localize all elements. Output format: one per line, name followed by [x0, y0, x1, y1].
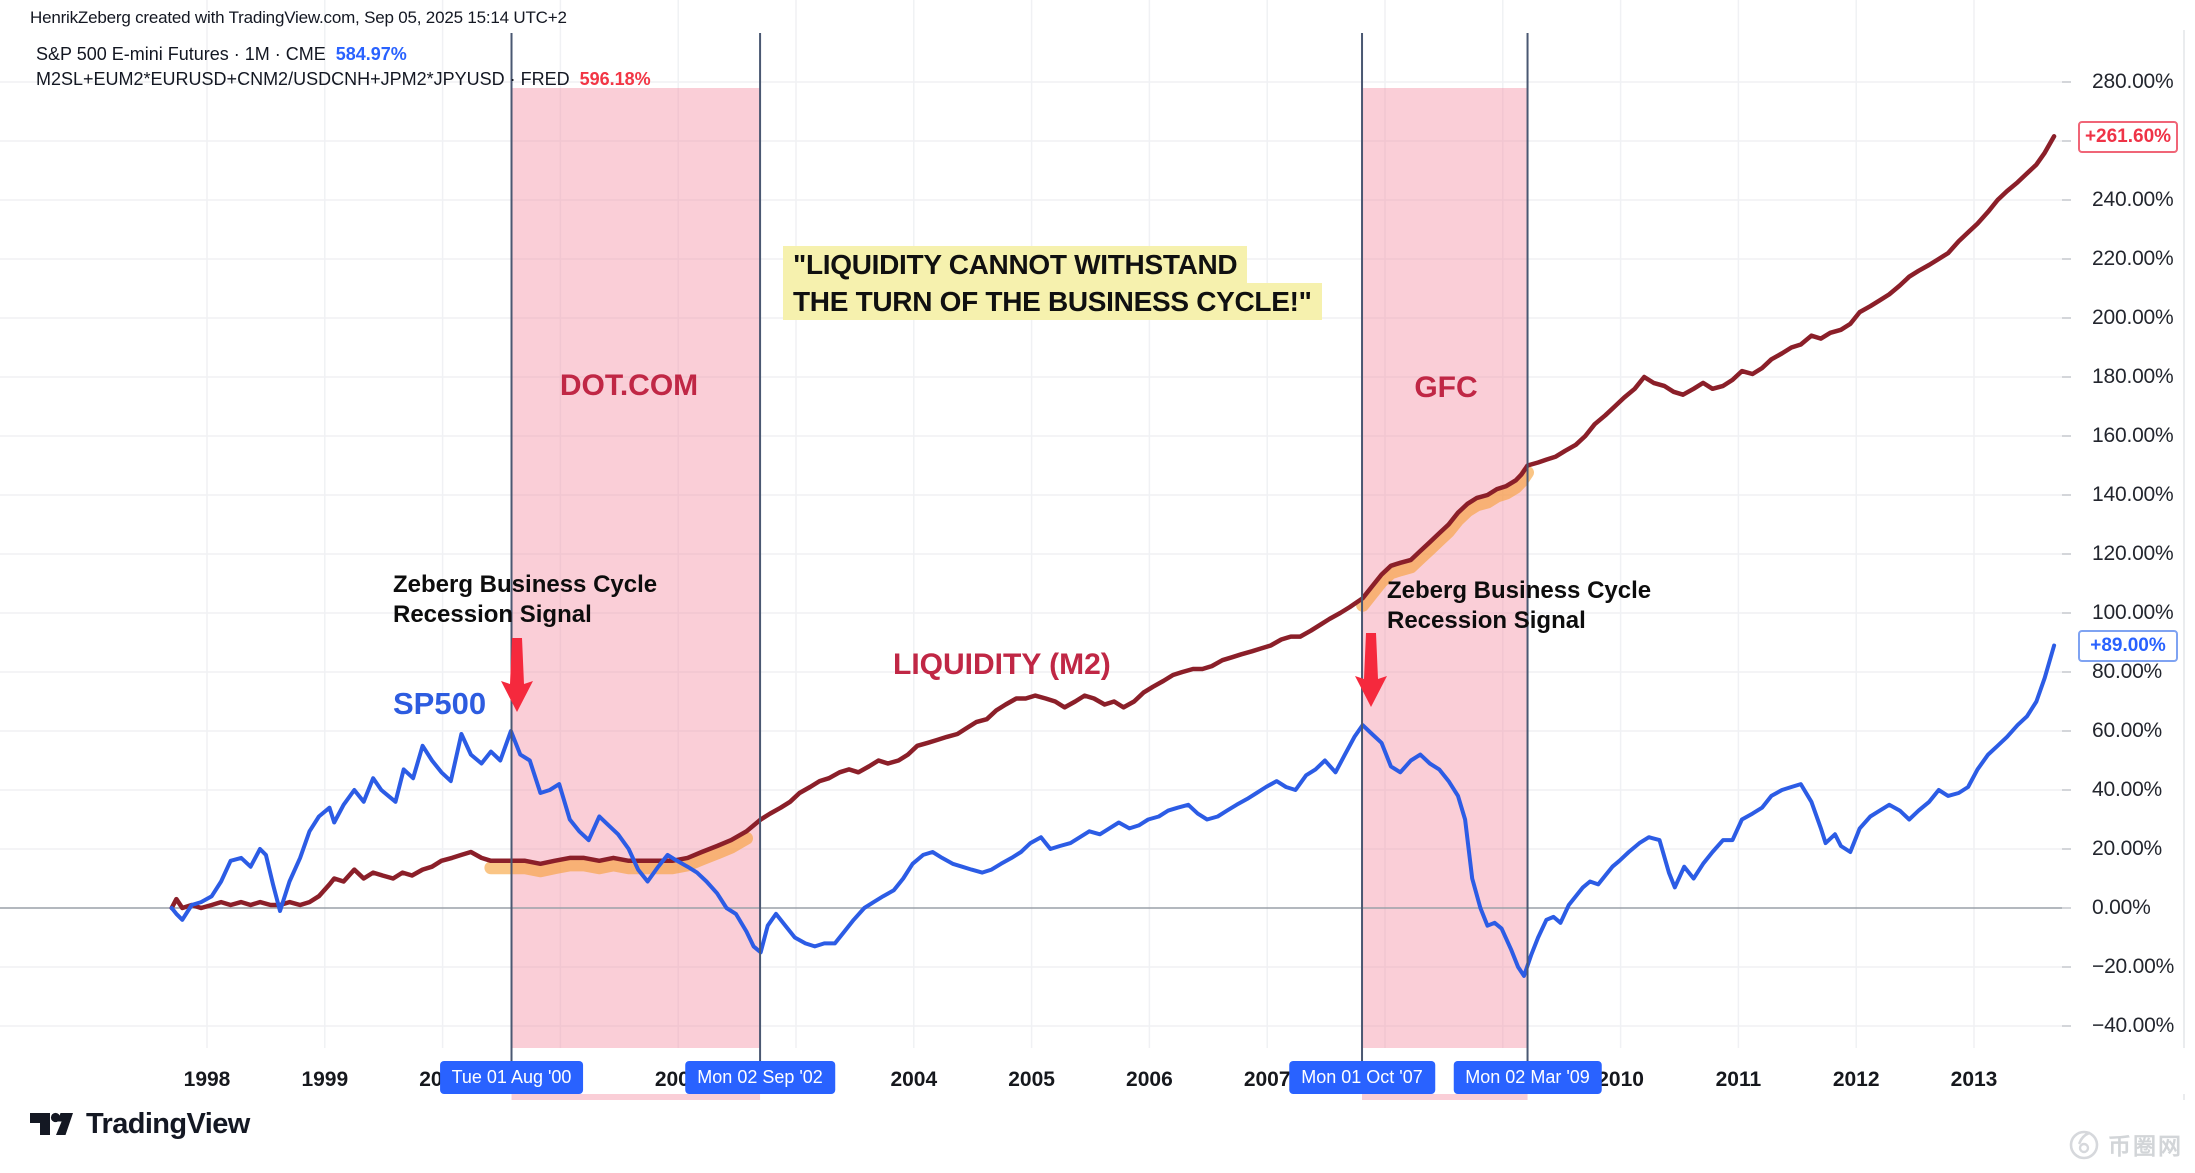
y-axis-tick-label: 220.00%: [2092, 247, 2174, 270]
sp500-line[interactable]: [169, 643, 2057, 978]
recession-signal-text-2[interactable]: Zeberg Business Cycle Recession Signal: [1387, 576, 1651, 636]
y-axis-tick-label: −20.00%: [2092, 955, 2175, 978]
x-axis-year-label: 2005: [1008, 1068, 1055, 1091]
y-axis-tick-label: 40.00%: [2092, 778, 2163, 801]
y-axis-tick-label: 240.00%: [2092, 188, 2174, 211]
chart-credit: HenrikZeberg created with TradingView.co…: [30, 8, 567, 27]
y-axis-tick-label: 100.00%: [2092, 601, 2174, 624]
recession-signal-2-line2: Recession Signal: [1387, 607, 1586, 634]
recession-band-dotcom[interactable]: [511, 88, 761, 1100]
watermark-text: 币圈网: [2108, 1133, 2183, 1159]
recession-signal-1-line1: Zeberg Business Cycle: [393, 571, 658, 598]
liquidity-quote[interactable]: "LIQUIDITY CANNOT WITHSTAND THE TURN OF …: [783, 246, 1322, 320]
legend-sp500-title: S&P 500 E-mini Futures · 1M · CME: [36, 44, 326, 64]
y-axis-tick-label: 160.00%: [2092, 424, 2174, 447]
x-axis-year-label: 2004: [890, 1068, 938, 1091]
y-axis-tick-label: −40.00%: [2092, 1014, 2175, 1037]
recession-signal-2-line1: Zeberg Business Cycle: [1387, 577, 1652, 604]
y-axis-tick-label: 280.00%: [2092, 70, 2174, 93]
quote-line2: THE TURN OF THE BUSINESS CYCLE!": [783, 283, 1322, 320]
x-axis-year-label: 2012: [1832, 1068, 1880, 1091]
legend-liquidity-value: 596.18%: [579, 69, 651, 89]
y-axis-tick-label: 120.00%: [2092, 542, 2174, 565]
recession-band-gfc[interactable]: [1362, 88, 1528, 1100]
legend-row-liquidity[interactable]: M2SL+EUM2*EURUSD+CNM2/USDCNH+JPM2*JPYUSD…: [36, 69, 651, 90]
tradingview-logo-icon: [30, 1112, 73, 1135]
gfc-band-label[interactable]: GFC: [1414, 371, 1478, 404]
liquidity-series-label[interactable]: LIQUIDITY (M2): [893, 648, 1111, 681]
y-axis-tick-label: 20.00%: [2092, 837, 2163, 860]
legend-liquidity-title: M2SL+EUM2*EURUSD+CNM2/USDCNH+JPM2*JPYUSD…: [36, 69, 570, 89]
date-badge[interactable]: Mon 02 Sep '02: [685, 1061, 835, 1094]
watermark-icon: [2069, 1130, 2099, 1160]
recession-signal-text-1[interactable]: Zeberg Business Cycle Recession Signal: [393, 570, 657, 630]
x-axis-year-label: 2006: [1126, 1068, 1173, 1091]
price-label-sp500: +89.00%: [2078, 630, 2178, 662]
legend-sp500-value: 584.97%: [335, 44, 407, 64]
legend-row-sp500[interactable]: S&P 500 E-mini Futures · 1M · CME 584.97%: [36, 44, 407, 65]
orange-highlight: [1356, 466, 1534, 612]
x-axis-year-label: 2010: [1597, 1068, 1644, 1091]
site-watermark: 币圈网: [2066, 1126, 2183, 1162]
date-badge[interactable]: Mon 01 Oct '07: [1289, 1061, 1435, 1094]
y-axis-tick-label: 140.00%: [2092, 483, 2174, 506]
date-badge[interactable]: Mon 02 Mar '09: [1453, 1061, 1602, 1094]
axis-strip: [0, 1048, 2195, 1094]
y-axis-tick-label: 0.00%: [2092, 896, 2151, 919]
recession-signal-arrow-2-icon[interactable]: [1355, 633, 1387, 707]
x-axis-year-label: 2011: [1715, 1068, 1762, 1091]
y-axis-tick-label: 180.00%: [2092, 365, 2174, 388]
x-axis-year-label: 2013: [1950, 1068, 1998, 1091]
tradingview-footer[interactable]: TradingView: [28, 1104, 250, 1144]
quote-line1: "LIQUIDITY CANNOT WITHSTAND: [783, 246, 1248, 283]
recession-signal-1-line2: Recession Signal: [393, 601, 592, 628]
x-axis-year-label: 1998: [183, 1068, 231, 1091]
tradingview-wordmark: TradingView: [86, 1107, 250, 1140]
y-axis-tick-label: 80.00%: [2092, 660, 2163, 683]
y-axis-tick-label: 200.00%: [2092, 306, 2174, 329]
price-label-liquidity: +261.60%: [2078, 121, 2178, 153]
liquidity-line[interactable]: [169, 134, 2057, 911]
x-axis-year-label: 1999: [301, 1068, 349, 1091]
dotcom-band-label[interactable]: DOT.COM: [559, 369, 699, 402]
recession-signal-arrow-1-icon[interactable]: [501, 638, 533, 712]
orange-highlight: [484, 831, 753, 878]
y-axis-tick-label: 60.00%: [2092, 719, 2163, 742]
sp500-series-label[interactable]: SP500: [393, 686, 487, 721]
date-badge[interactable]: Tue 01 Aug '00: [439, 1061, 584, 1094]
x-axis-year-label: 2007: [1243, 1068, 1291, 1091]
